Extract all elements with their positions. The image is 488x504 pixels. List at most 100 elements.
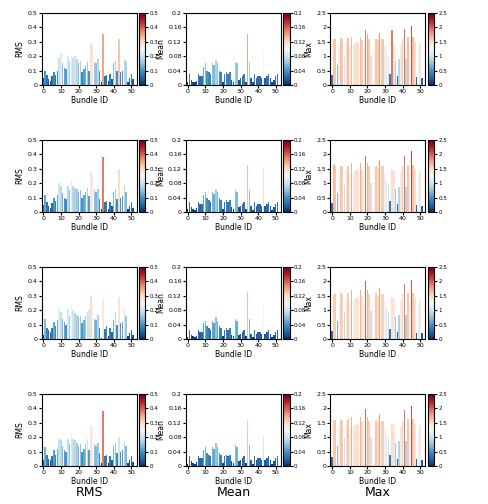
Bar bbox=[241, 458, 243, 466]
Bar bbox=[213, 194, 214, 212]
Bar bbox=[238, 207, 239, 212]
Bar bbox=[357, 43, 359, 85]
Bar bbox=[243, 330, 244, 339]
Bar bbox=[246, 34, 248, 85]
Bar bbox=[331, 75, 332, 85]
Bar bbox=[380, 39, 382, 85]
Bar bbox=[271, 82, 272, 85]
Bar bbox=[218, 327, 220, 339]
Bar bbox=[188, 457, 190, 466]
Bar bbox=[215, 188, 216, 212]
Bar bbox=[127, 463, 128, 466]
Bar bbox=[274, 332, 276, 339]
Bar bbox=[385, 53, 386, 85]
Bar bbox=[76, 443, 77, 466]
Bar bbox=[74, 187, 76, 212]
Bar bbox=[194, 210, 195, 212]
Bar bbox=[363, 304, 364, 339]
Bar bbox=[120, 72, 121, 85]
Bar bbox=[336, 447, 338, 466]
Bar bbox=[343, 438, 345, 466]
Bar bbox=[44, 448, 46, 466]
Bar bbox=[232, 82, 234, 85]
Bar bbox=[399, 300, 401, 339]
Bar bbox=[331, 331, 332, 339]
Bar bbox=[338, 302, 339, 339]
Bar bbox=[71, 55, 72, 85]
Bar bbox=[364, 30, 366, 85]
Bar bbox=[127, 82, 128, 85]
Bar bbox=[78, 446, 79, 466]
Bar bbox=[271, 337, 272, 339]
Bar bbox=[93, 62, 95, 85]
Bar bbox=[195, 81, 197, 85]
Bar bbox=[220, 455, 222, 466]
Bar bbox=[62, 446, 63, 466]
Bar bbox=[385, 309, 386, 339]
Bar bbox=[244, 82, 246, 85]
Bar bbox=[384, 428, 385, 466]
Bar bbox=[81, 452, 82, 466]
Bar bbox=[246, 420, 248, 466]
Bar bbox=[387, 311, 388, 339]
Bar bbox=[122, 196, 123, 212]
Bar bbox=[211, 321, 213, 339]
Bar bbox=[396, 204, 397, 212]
Bar bbox=[419, 171, 420, 212]
Bar bbox=[419, 298, 420, 339]
Bar bbox=[250, 460, 251, 466]
Bar bbox=[62, 194, 63, 212]
Bar bbox=[331, 204, 332, 212]
Text: Mean: Mean bbox=[216, 486, 250, 499]
Bar bbox=[80, 60, 81, 85]
Bar bbox=[246, 165, 248, 212]
Bar bbox=[350, 290, 351, 339]
Bar bbox=[190, 207, 192, 212]
Bar bbox=[206, 71, 207, 85]
Bar bbox=[83, 69, 84, 85]
Bar bbox=[350, 37, 351, 85]
X-axis label: Bundle ID: Bundle ID bbox=[359, 350, 396, 359]
Bar bbox=[376, 422, 378, 466]
Bar bbox=[78, 318, 79, 339]
Bar bbox=[123, 442, 125, 466]
Bar bbox=[350, 417, 351, 466]
Bar bbox=[417, 432, 418, 466]
Bar bbox=[107, 336, 109, 339]
Bar bbox=[190, 462, 192, 466]
Bar bbox=[259, 332, 260, 339]
Bar bbox=[122, 322, 123, 339]
Bar bbox=[366, 290, 367, 339]
Bar bbox=[411, 293, 413, 339]
Bar bbox=[60, 186, 61, 212]
Bar bbox=[92, 173, 93, 212]
Bar bbox=[58, 183, 60, 212]
Bar bbox=[188, 202, 190, 212]
Bar bbox=[76, 59, 77, 85]
Bar bbox=[343, 56, 345, 85]
Bar bbox=[48, 331, 49, 339]
Bar bbox=[80, 316, 81, 339]
Bar bbox=[71, 180, 72, 212]
Bar bbox=[382, 39, 383, 85]
Bar bbox=[267, 202, 269, 212]
Bar bbox=[218, 71, 220, 85]
Bar bbox=[261, 334, 262, 339]
Bar bbox=[116, 199, 118, 212]
Bar bbox=[387, 438, 388, 466]
Bar bbox=[264, 78, 265, 85]
Y-axis label: RMS: RMS bbox=[16, 167, 25, 184]
Bar bbox=[83, 449, 84, 466]
Bar bbox=[246, 292, 248, 339]
Bar bbox=[399, 172, 401, 212]
Bar bbox=[354, 43, 355, 85]
Bar bbox=[218, 199, 220, 212]
Bar bbox=[209, 74, 211, 85]
Bar bbox=[345, 170, 346, 212]
Bar bbox=[115, 189, 116, 212]
Bar bbox=[225, 73, 227, 85]
Bar bbox=[204, 321, 205, 339]
Bar bbox=[384, 174, 385, 212]
Bar bbox=[357, 298, 359, 339]
Bar bbox=[203, 450, 204, 466]
